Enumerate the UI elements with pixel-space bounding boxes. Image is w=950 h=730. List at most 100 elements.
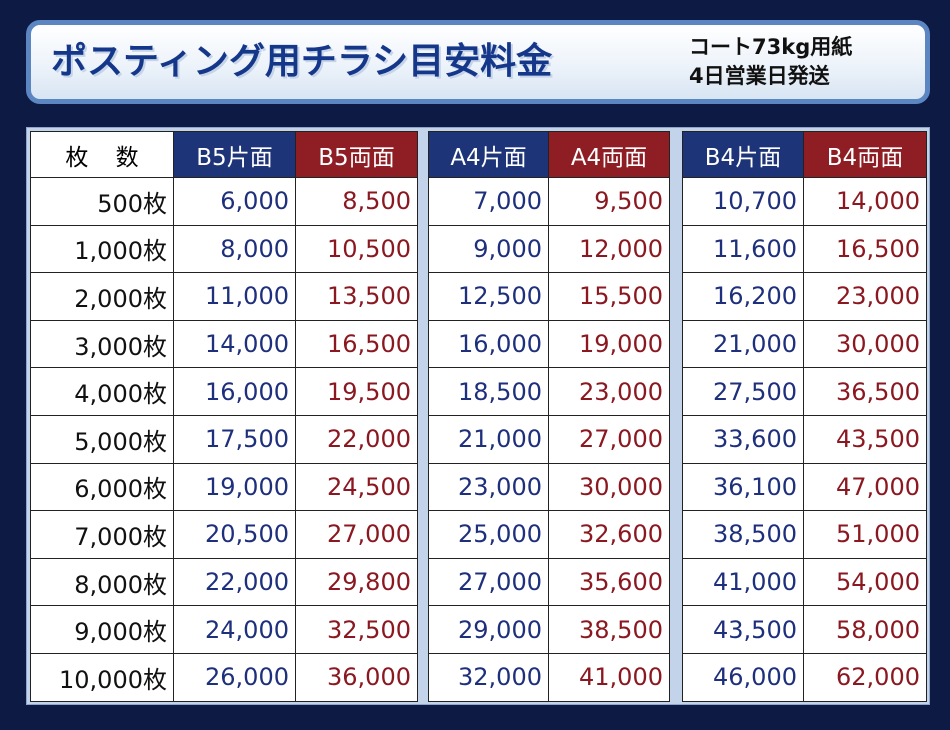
quantity-cell: 5,000枚 bbox=[30, 414, 174, 464]
price-a4-single: 7,000 bbox=[428, 177, 549, 226]
table-row: 10,700 14,000 bbox=[682, 177, 927, 226]
title-banner: ポスティング用チラシ目安料金 コート73kg用紙 4日営業日発送 bbox=[26, 20, 930, 104]
price-b4-single: 46,000 bbox=[682, 652, 804, 702]
table-row: 21,000 27,000 bbox=[428, 414, 670, 464]
table-row: 4,000枚 16,000 19,500 bbox=[30, 367, 418, 416]
price-b5-double: 27,000 bbox=[295, 510, 418, 559]
b4-price-table: B4片面 B4両面 10,700 14,000 11,600 16,500 16,200… bbox=[682, 131, 927, 702]
price-b4-double: 62,000 bbox=[803, 652, 927, 702]
price-b5-single: 14,000 bbox=[173, 319, 296, 369]
shipping-days-note: 4日営業日発送 bbox=[689, 64, 830, 88]
price-b5-double: 24,500 bbox=[295, 462, 418, 512]
quantity-cell: 1,000枚 bbox=[30, 224, 174, 274]
price-a4-double: 15,500 bbox=[548, 272, 670, 321]
price-a4-single: 32,000 bbox=[428, 652, 549, 702]
table-row: 33,600 43,500 bbox=[682, 414, 927, 464]
quantity-cell: 4,000枚 bbox=[30, 367, 174, 416]
price-b4-double: 36,500 bbox=[803, 367, 927, 416]
price-b4-double: 47,000 bbox=[803, 462, 927, 512]
price-b5-single: 16,000 bbox=[173, 367, 296, 416]
table-row: 9,000枚 24,000 32,500 bbox=[30, 605, 418, 654]
paper-and-shipping-note: コート73kg用紙 4日営業日発送 bbox=[689, 33, 852, 91]
header-b4-single: B4片面 bbox=[682, 131, 804, 178]
price-a4-single: 18,500 bbox=[428, 367, 549, 416]
price-b5-double: 36,000 bbox=[295, 652, 418, 702]
table-row: 27,500 36,500 bbox=[682, 367, 927, 416]
price-a4-single: 27,000 bbox=[428, 557, 549, 607]
table-row: 23,000 30,000 bbox=[428, 462, 670, 512]
header-b5-double: B5両面 bbox=[295, 131, 418, 178]
table-row: 2,000枚 11,000 13,500 bbox=[30, 272, 418, 321]
price-a4-double: 19,000 bbox=[548, 319, 670, 369]
quantity-cell: 3,000枚 bbox=[30, 319, 174, 369]
table-row: 16,200 23,000 bbox=[682, 272, 927, 321]
price-b5-single: 22,000 bbox=[173, 557, 296, 607]
table-row: 16,000 19,000 bbox=[428, 319, 670, 369]
price-a4-single: 16,000 bbox=[428, 319, 549, 369]
price-b4-double: 58,000 bbox=[803, 605, 927, 654]
price-a4-double: 41,000 bbox=[548, 652, 670, 702]
price-b5-double: 10,500 bbox=[295, 224, 418, 274]
table-row: 41,000 54,000 bbox=[682, 557, 927, 607]
price-b5-double: 16,500 bbox=[295, 319, 418, 369]
paper-type-note: コート73kg用紙 bbox=[689, 35, 853, 59]
table-row: 32,000 41,000 bbox=[428, 652, 670, 702]
table-row: 3,000枚 14,000 16,500 bbox=[30, 319, 418, 369]
price-b4-single: 43,500 bbox=[682, 605, 804, 654]
price-b4-double: 14,000 bbox=[803, 177, 927, 226]
price-b4-single: 10,700 bbox=[682, 177, 804, 226]
price-b5-double: 13,500 bbox=[295, 272, 418, 321]
price-b5-double: 29,800 bbox=[295, 557, 418, 607]
a4-price-table: A4片面 A4両面 7,000 9,500 9,000 12,000 12,500 15,… bbox=[428, 131, 670, 702]
table-row: 7,000 9,500 bbox=[428, 177, 670, 226]
table-row: 27,000 35,600 bbox=[428, 557, 670, 607]
header-a4-single: A4片面 bbox=[428, 131, 549, 178]
price-b4-single: 33,600 bbox=[682, 414, 804, 464]
price-b4-single: 36,100 bbox=[682, 462, 804, 512]
price-b4-single: 27,500 bbox=[682, 367, 804, 416]
header-b5-single: B5片面 bbox=[173, 131, 296, 178]
price-b4-double: 51,000 bbox=[803, 510, 927, 559]
price-a4-double: 30,000 bbox=[548, 462, 670, 512]
table-row: 8,000枚 22,000 29,800 bbox=[30, 557, 418, 607]
price-a4-double: 9,500 bbox=[548, 177, 670, 226]
price-a4-single: 29,000 bbox=[428, 605, 549, 654]
table-header-row: B4片面 B4両面 bbox=[682, 131, 927, 178]
price-a4-double: 35,600 bbox=[548, 557, 670, 607]
header-count: 枚 数 bbox=[30, 131, 174, 178]
table-row: 18,500 23,000 bbox=[428, 367, 670, 416]
quantity-cell: 500枚 bbox=[30, 177, 174, 226]
table-row: 29,000 38,500 bbox=[428, 605, 670, 654]
price-b5-single: 19,000 bbox=[173, 462, 296, 512]
price-b5-single: 8,000 bbox=[173, 224, 296, 274]
price-b5-single: 26,000 bbox=[173, 652, 296, 702]
header-a4-double: A4両面 bbox=[548, 131, 670, 178]
quantity-cell: 9,000枚 bbox=[30, 605, 174, 654]
price-b5-single: 20,500 bbox=[173, 510, 296, 559]
price-b5-single: 11,000 bbox=[173, 272, 296, 321]
price-b5-double: 22,000 bbox=[295, 414, 418, 464]
table-row: 43,500 58,000 bbox=[682, 605, 927, 654]
price-a4-double: 38,500 bbox=[548, 605, 670, 654]
price-a4-double: 32,600 bbox=[548, 510, 670, 559]
price-b4-double: 30,000 bbox=[803, 319, 927, 369]
price-b5-single: 24,000 bbox=[173, 605, 296, 654]
price-a4-double: 12,000 bbox=[548, 224, 670, 274]
b5-price-table: 枚 数 B5片面 B5両面 500枚 6,000 8,500 1,000枚 8,000 1… bbox=[30, 131, 418, 702]
price-b4-double: 43,500 bbox=[803, 414, 927, 464]
price-b5-single: 6,000 bbox=[173, 177, 296, 226]
table-header-row: A4片面 A4両面 bbox=[428, 131, 670, 178]
price-a4-single: 21,000 bbox=[428, 414, 549, 464]
table-row: 500枚 6,000 8,500 bbox=[30, 177, 418, 226]
table-row: 38,500 51,000 bbox=[682, 510, 927, 559]
table-row: 21,000 30,000 bbox=[682, 319, 927, 369]
price-a4-single: 9,000 bbox=[428, 224, 549, 274]
price-b5-double: 32,500 bbox=[295, 605, 418, 654]
price-b5-double: 8,500 bbox=[295, 177, 418, 226]
price-a4-double: 27,000 bbox=[548, 414, 670, 464]
price-b4-single: 41,000 bbox=[682, 557, 804, 607]
table-row: 6,000枚 19,000 24,500 bbox=[30, 462, 418, 512]
price-b4-single: 11,600 bbox=[682, 224, 804, 274]
quantity-cell: 2,000枚 bbox=[30, 272, 174, 321]
table-row: 46,000 62,000 bbox=[682, 652, 927, 702]
